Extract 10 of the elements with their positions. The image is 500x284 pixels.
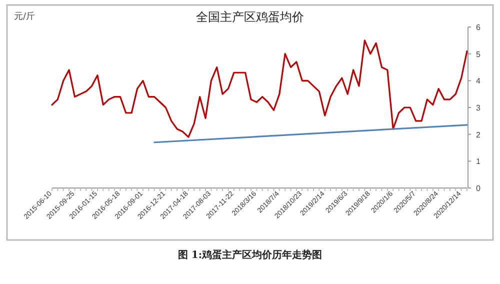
y-tick-label: 6 [476, 23, 481, 32]
y-tick-label: 4 [476, 76, 481, 86]
chart-title: 全国主产区鸡蛋均价 [196, 10, 304, 24]
y-tick-label: 2 [476, 130, 481, 140]
caption: 图 1:鸡蛋主产区均价历年走势图 [178, 249, 322, 261]
y-tick-label: 0 [476, 184, 481, 193]
y-tick-label: 5 [476, 50, 481, 59]
y-tick-label: 1 [476, 157, 481, 166]
y-axis-title: 元/斤 [14, 11, 36, 22]
y-tick-label: 3 [476, 104, 481, 112]
